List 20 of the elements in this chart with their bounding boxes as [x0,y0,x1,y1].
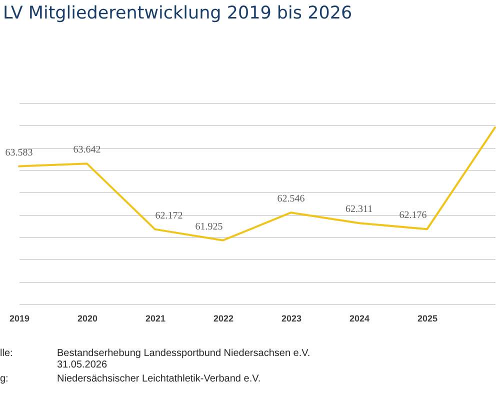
data-label: 63.642 [73,144,101,156]
data-label: 62.546 [277,194,305,205]
text: Niedersächsischer Leichtathletik-Verband e.V. [57,374,261,384]
text: 31.05.2026 [57,360,108,370]
x-tick-label: 2022 [213,314,234,324]
x-tick-label: 2021 [145,314,166,324]
text: g: [0,374,8,384]
x-tick-label: 2025 [417,314,438,324]
x-tick-label: 2024 [349,314,370,324]
x-tick-label: 2023 [281,314,302,324]
data-label: 62.172 [155,210,183,222]
data-label: 63.583 [5,147,33,158]
x-tick-label: 2019 [9,314,30,324]
data-label: 62.176 [399,210,427,222]
text: lle: [0,348,13,359]
x-tick-label: 2020 [77,314,98,324]
text: Bestandserhebung Landessportbund Niedersachsen e.V. [57,348,310,359]
data-label: 61.925 [195,221,223,232]
chart-title: LV Mitgliederentwicklung 2019 bis 2026 [3,4,352,24]
data-label: 62.311 [345,204,373,216]
